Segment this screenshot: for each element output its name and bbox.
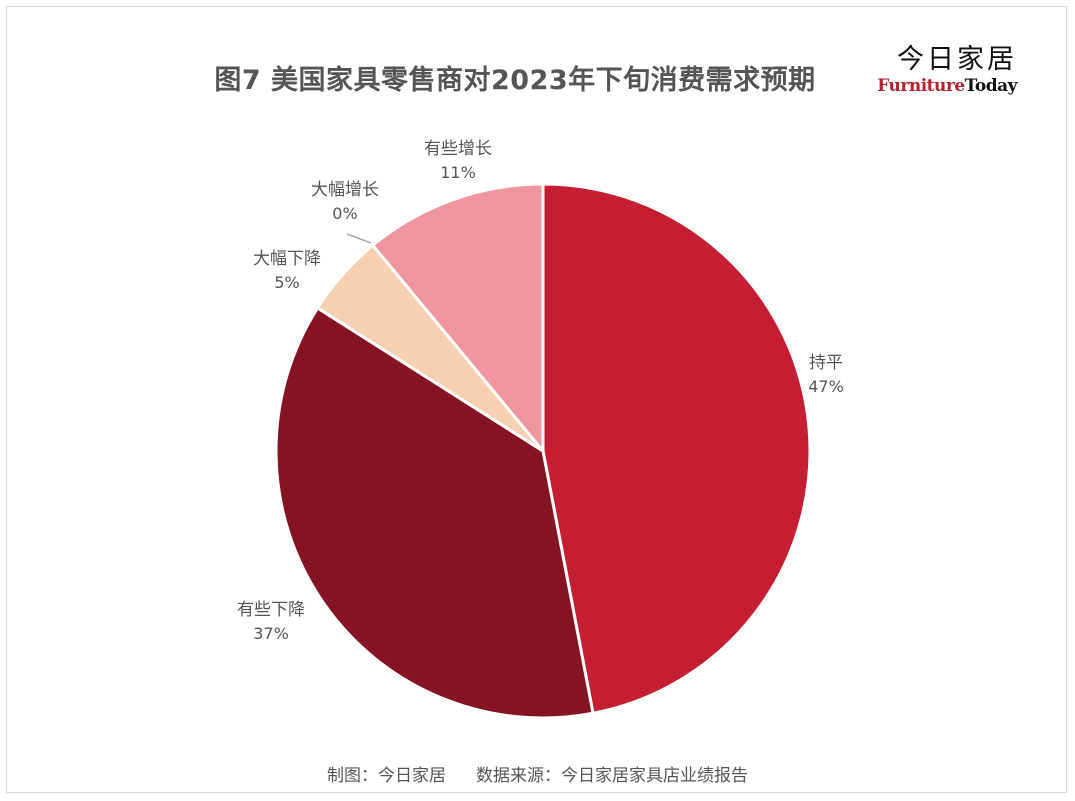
slice-value-label: 47% [808, 377, 844, 396]
chart-title: 图7 美国家具零售商对2023年下旬消费需求预期 [214, 65, 816, 96]
slice-value-label: 0% [332, 204, 357, 223]
slice-category-label: 有些增长 [424, 139, 492, 159]
logo-english-part1: Furniture [877, 76, 965, 96]
slice-category-label: 持平 [809, 353, 843, 373]
logo-english-text: FurnitureToday [877, 76, 1017, 96]
footer-made-by: 制图：今日家居 [327, 766, 446, 786]
slice-value-label: 11% [440, 163, 476, 182]
slice-value-label: 5% [274, 273, 299, 292]
pie-slice [274, 306, 595, 720]
chart-footer: 制图：今日家居 数据来源：今日家居家具店业绩报告 [0, 761, 1075, 786]
logo-chinese-text: 今日家居 [897, 44, 1017, 75]
slice-category-label: 大幅下降 [253, 249, 321, 269]
pie-slice [541, 182, 812, 715]
logo-english-part2: Today [964, 76, 1018, 96]
slice-category-label: 有些下降 [237, 600, 305, 620]
brand-logo: 今日家居 FurnitureToday [877, 44, 1017, 96]
chart-frame [6, 6, 1067, 793]
leader-line [346, 233, 372, 244]
slice-category-label: 大幅增长 [311, 180, 379, 200]
pie-slices [274, 182, 812, 720]
footer-source: 数据来源：今日家居家具店业绩报告 [476, 766, 748, 786]
slice-value-label: 37% [253, 624, 289, 643]
pie-slice [371, 182, 545, 453]
pie-labels: 持平 47% 有些下降 37% 大幅下降 5% 大幅增长 0% 有些增长 11% [237, 139, 844, 643]
